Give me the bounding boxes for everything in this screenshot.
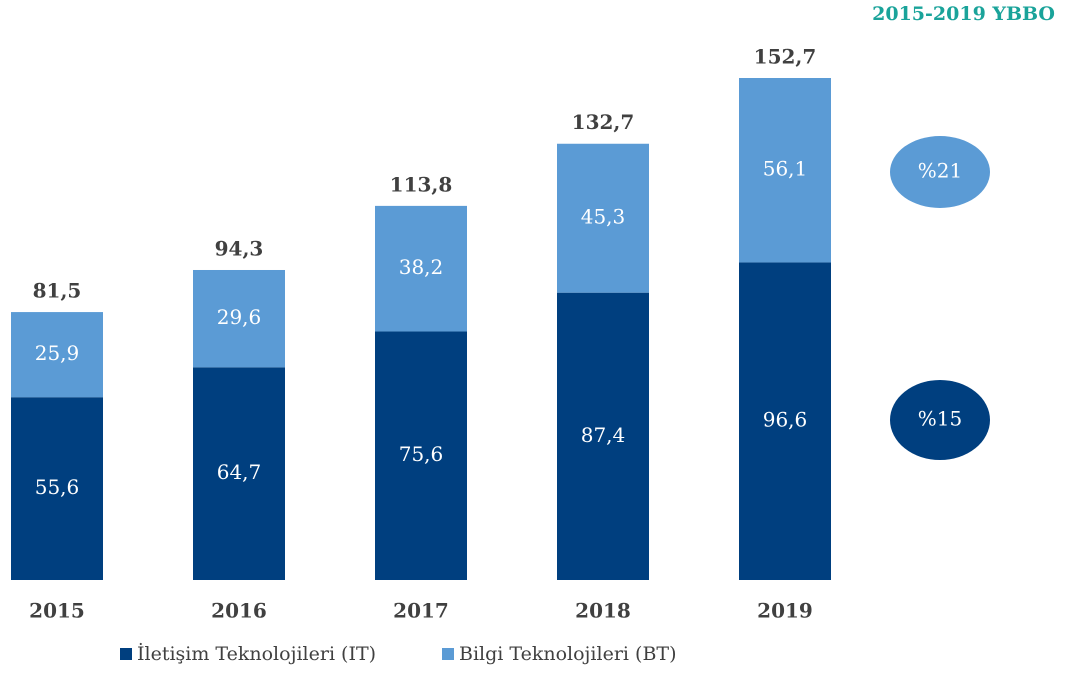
bar-segment: [739, 262, 831, 580]
total-label: 132,7: [572, 110, 635, 134]
growth-label: %15: [918, 407, 962, 431]
value-label: 64,7: [217, 460, 262, 484]
bar-segment: [11, 312, 103, 398]
value-label: 29,6: [217, 305, 262, 329]
bar-segment: [375, 331, 467, 580]
value-label: 38,2: [399, 255, 444, 279]
x-tick-label: 2017: [393, 599, 449, 623]
total-label: 81,5: [33, 279, 82, 303]
x-tick-label: 2019: [757, 599, 813, 623]
value-label: 56,1: [763, 157, 808, 181]
total-label: 113,8: [390, 172, 453, 196]
legend-label: İletişim Teknolojileri (IT): [137, 642, 376, 665]
bar-segment: [193, 367, 285, 580]
x-tick-label: 2018: [575, 599, 631, 623]
value-label: 75,6: [399, 442, 444, 466]
bar-segment: [11, 397, 103, 580]
total-label: 94,3: [215, 236, 264, 260]
bar-segment: [557, 292, 649, 580]
value-label: 55,6: [35, 475, 80, 499]
bar-segment: [739, 78, 831, 263]
bar-segment: [375, 205, 467, 332]
x-tick-label: 2015: [29, 599, 85, 623]
bar-segment: [557, 143, 649, 293]
value-label: 25,9: [35, 341, 80, 365]
legend-label: Bilgi Teknolojileri (BT): [459, 643, 677, 665]
growth-label: %21: [918, 159, 962, 183]
legend-swatch: [120, 648, 132, 660]
total-label: 152,7: [754, 45, 817, 69]
value-label: 96,6: [763, 408, 808, 432]
bar-segment: [193, 269, 285, 368]
chart-title: 2015-2019 YBBO: [872, 3, 1055, 25]
value-label: 87,4: [581, 423, 626, 447]
growth-badge: [890, 136, 990, 208]
growth-badge: [890, 380, 990, 460]
x-tick-label: 2016: [211, 599, 267, 623]
legend-swatch: [442, 648, 454, 660]
value-label: 45,3: [581, 205, 626, 229]
